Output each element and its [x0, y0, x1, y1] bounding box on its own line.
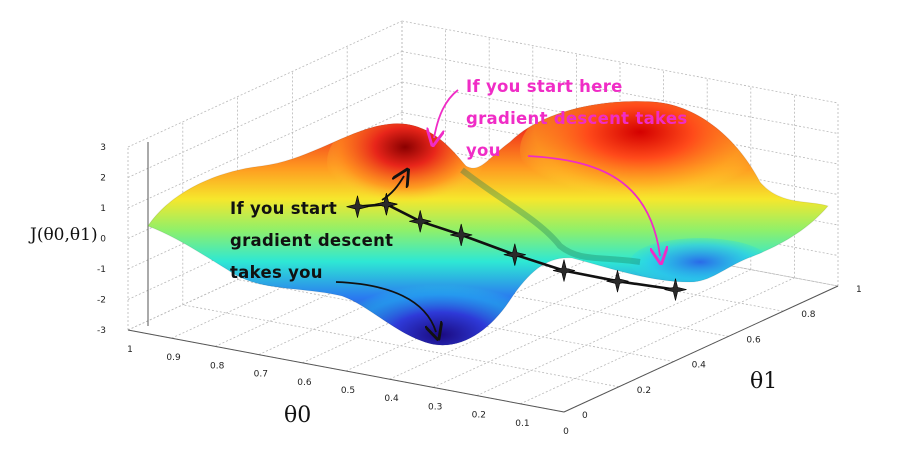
theta1-tick-label: 0.8 — [801, 310, 816, 320]
theta0-tick-label: 1 — [127, 345, 133, 355]
theta0-axis-line — [127, 329, 565, 413]
theta1-tick-label: 0.2 — [637, 386, 651, 396]
theta1-tick-label: 0.6 — [746, 335, 761, 345]
annotation-pink-arrow-2 — [527, 155, 660, 256]
descent-step-marker — [375, 193, 398, 216]
annotation-black-line-1: If you start — [230, 199, 337, 218]
z-tick-label: -2 — [97, 296, 106, 306]
z-tick-labels: 3 2 1 0 -1 -2 -3 — [97, 143, 106, 336]
annotation-pink-line-1: If you start here — [466, 77, 623, 96]
annotation-pink-line-2: gradient descent takes — [466, 109, 687, 128]
surface-peak-left — [327, 112, 483, 212]
grid-line-back-theta0 — [401, 20, 839, 104]
theta0-tick-label: 0.3 — [428, 402, 442, 412]
theta0-tick-labels: 1 0.9 0.8 0.7 0.6 0.5 0.4 0.3 0.2 0.1 0 — [127, 345, 569, 437]
annotation-pink-line-3: you — [466, 141, 501, 160]
theta1-tick-label: 1 — [856, 285, 862, 295]
theta1-tick-label: 0 — [582, 411, 588, 421]
theta0-tick-label: 0.8 — [210, 361, 225, 371]
z-axis-title: J(θ0,θ1) — [28, 225, 98, 245]
descent-step-marker — [664, 278, 687, 301]
descent-step-marker — [606, 270, 629, 293]
theta1-axis-title: θ1 — [750, 369, 777, 394]
surface-peak-right — [520, 101, 760, 210]
theta1-tick-labels: 0 0.2 0.4 0.6 0.8 1 — [582, 285, 862, 421]
descent-step-marker — [552, 259, 576, 282]
annotation-black-line-3: takes you — [230, 263, 323, 282]
annotation-black-arrow-2 — [335, 281, 436, 332]
surface-crease — [460, 167, 641, 265]
descent-step-marker — [503, 243, 526, 266]
grid-line-back-theta1 — [127, 20, 403, 148]
theta0-tick-label: 0.4 — [384, 394, 399, 404]
descent-step-marker — [450, 223, 473, 246]
theta0-tick-label: 0.2 — [472, 411, 486, 421]
theta1-axis-line — [563, 285, 839, 413]
descent-step-marker — [409, 210, 432, 233]
z-tick-label: 1 — [100, 204, 106, 214]
theta0-tick-label: 0 — [563, 427, 569, 437]
theta1-tick-label: 0.4 — [692, 361, 707, 371]
z-tick-label: -1 — [97, 265, 106, 275]
annotation-black: If you start gradient descent takes you — [230, 176, 436, 332]
z-tick-label: 0 — [100, 235, 106, 245]
theta0-axis-title: θ0 — [284, 403, 311, 428]
surface-valley-main — [350, 276, 530, 346]
annotation-pink-arrow-1 — [434, 89, 459, 138]
theta0-tick-label: 0.5 — [341, 386, 355, 396]
theta0-tick-label: 0.7 — [254, 370, 268, 380]
grid-line-floor-theta1 — [182, 304, 619, 388]
annotation-black-arrow-1 — [381, 176, 404, 201]
z-tick-label: -3 — [97, 326, 106, 336]
descent-step-marker — [346, 195, 369, 218]
annotation-pink: If you start here gradient descent takes… — [434, 77, 687, 256]
surface-valley-right — [630, 238, 770, 286]
z-tick-label: 2 — [100, 174, 106, 184]
theta0-tick-label: 0.1 — [515, 419, 529, 429]
axis-lines — [127, 142, 839, 413]
cost-surface — [147, 100, 829, 346]
theta0-tick-label: 0.6 — [297, 378, 312, 388]
theta0-tick-label: 0.9 — [166, 353, 181, 363]
annotation-black-line-2: gradient descent — [230, 231, 393, 250]
descent-paths — [346, 193, 687, 301]
z-tick-label: 3 — [100, 143, 106, 153]
